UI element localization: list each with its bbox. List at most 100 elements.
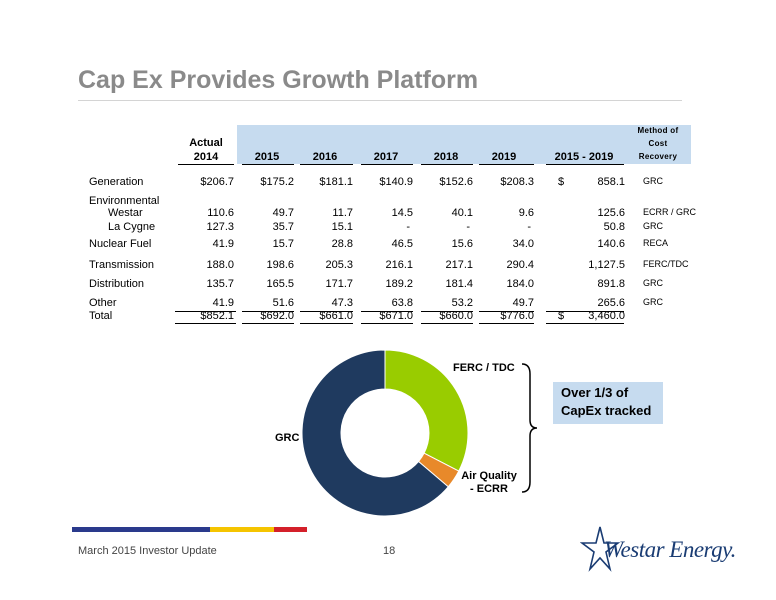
cell-value: 181.4 <box>445 278 473 290</box>
label-grc: GRC <box>275 432 300 444</box>
row-label: Nuclear Fuel <box>89 238 152 250</box>
cell-value: 165.5 <box>266 278 294 290</box>
header-underline <box>178 164 234 165</box>
capex-donut-chart <box>301 349 469 517</box>
header-range: 2015 - 2019 <box>554 151 614 163</box>
header-underline <box>546 164 624 165</box>
cell-value: 49.7 <box>512 297 534 309</box>
header-actual: Actual <box>189 137 223 149</box>
table-row: La Cygne 127.3 35.7 15.1 - - - 50.8 GRC <box>0 221 776 237</box>
row-label: Other <box>89 297 117 309</box>
cell-value: 15.7 <box>272 238 294 250</box>
cell-value: 184.0 <box>506 278 534 290</box>
total-bottom-rule <box>361 323 413 324</box>
cell-value: 28.8 <box>331 238 353 250</box>
cell-value: 189.2 <box>385 278 413 290</box>
cell-value: $852.1 <box>200 310 234 322</box>
cell-value: 188.0 <box>206 259 234 271</box>
row-label: Generation <box>89 176 144 188</box>
cell-value: 171.7 <box>325 278 353 290</box>
header-underline <box>421 164 473 165</box>
cell-value: - <box>406 221 410 233</box>
label-air-quality: Air Quality <box>461 470 517 482</box>
cell-value: $208.3 <box>500 176 534 188</box>
header-actual-year: 2014 <box>193 151 219 163</box>
table-row: Transmission 188.0 198.6 205.3 216.1 217… <box>0 259 776 275</box>
header-method: Method of <box>637 126 679 135</box>
header-year: 2018 <box>433 151 459 163</box>
cell-value: 40.1 <box>451 207 473 219</box>
bar-yellow <box>210 527 274 532</box>
westar-star-logo-icon <box>580 526 620 572</box>
row-label: Westar <box>108 207 143 219</box>
total-bottom-rule <box>175 323 236 324</box>
total-bottom-rule <box>479 323 534 324</box>
total-rule <box>421 311 473 312</box>
footer-text: March 2015 Investor Update <box>78 545 217 557</box>
cell-method: GRC <box>643 278 663 288</box>
cell-range: 891.8 <box>597 278 625 290</box>
total-bottom-rule <box>421 323 473 324</box>
table-row: Generation $206.7 $175.2 $181.1 $140.9 $… <box>0 176 776 192</box>
table-row: Distribution 135.7 165.5 171.7 189.2 181… <box>0 278 776 294</box>
cell-value: $181.1 <box>319 176 353 188</box>
callout-line: Over 1/3 of <box>561 385 629 400</box>
total-rule <box>175 311 236 312</box>
cell-value: 34.0 <box>512 238 534 250</box>
total-rule <box>479 311 534 312</box>
slide-title: Cap Ex Provides Growth Platform <box>78 66 479 94</box>
total-bottom-rule <box>546 323 624 324</box>
cell-value: - <box>466 221 470 233</box>
header-year: 2017 <box>373 151 399 163</box>
header-method: Cost <box>648 139 668 148</box>
cell-value: 35.7 <box>272 221 294 233</box>
bar-blue <box>72 527 210 532</box>
table-row-total: Total $852.1 $692.0 $661.0 $671.0 $660.0… <box>0 310 776 326</box>
total-rule <box>242 311 294 312</box>
header-underline <box>300 164 353 165</box>
cell-value: 127.3 <box>206 221 234 233</box>
cell-method: ECRR / GRC <box>643 207 697 217</box>
total-rule <box>546 311 624 312</box>
cell-value: 46.5 <box>391 238 413 250</box>
cell-value: 217.1 <box>445 259 473 271</box>
header-method: Recovery <box>638 152 678 161</box>
cell-method: FERC/TDC <box>643 259 689 269</box>
cell-range: 140.6 <box>597 238 625 250</box>
total-rule <box>361 311 413 312</box>
label-air-quality-ecrr: - ECRR <box>470 483 508 495</box>
total-bottom-rule <box>300 323 353 324</box>
donut-slice-grc <box>301 349 449 517</box>
cell-value: - <box>527 221 531 233</box>
header-year: 2016 <box>312 151 338 163</box>
header-year: 2015 <box>254 151 280 163</box>
title-divider <box>78 100 682 101</box>
row-label: Total <box>89 310 113 322</box>
cell-value: 290.4 <box>506 259 534 271</box>
cell-value: 63.8 <box>391 297 413 309</box>
header-underline <box>242 164 294 165</box>
cell-value: $206.7 <box>200 176 234 188</box>
cell-method: GRC <box>643 221 663 231</box>
header-year: 2019 <box>491 151 517 163</box>
table-header-background <box>237 125 625 164</box>
cell-value: 41.9 <box>212 297 234 309</box>
method-header-background <box>625 125 691 164</box>
table-row: Other 41.9 51.6 47.3 63.8 53.2 49.7 265.… <box>0 297 776 313</box>
row-label: Environmental <box>89 195 160 207</box>
row-label: Distribution <box>89 278 145 290</box>
table-row: Environmental <box>0 195 776 211</box>
footer-color-bar <box>72 527 307 532</box>
cell-value: 51.6 <box>272 297 294 309</box>
cell-range: 3,460.0 <box>588 310 625 322</box>
cell-value: $175.2 <box>260 176 294 188</box>
cell-value: 9.6 <box>518 207 534 219</box>
row-label: La Cygne <box>108 221 156 233</box>
callout-line: CapEx tracked <box>561 403 652 418</box>
tracked-callout: Over 1/3 of CapEx tracked <box>553 382 663 424</box>
bracket-icon <box>521 363 538 493</box>
cell-range: 265.6 <box>597 297 625 309</box>
donut-slice-ferc-tdc <box>384 349 469 472</box>
cell-range: 125.6 <box>597 207 625 219</box>
page-number: 18 <box>383 545 396 557</box>
